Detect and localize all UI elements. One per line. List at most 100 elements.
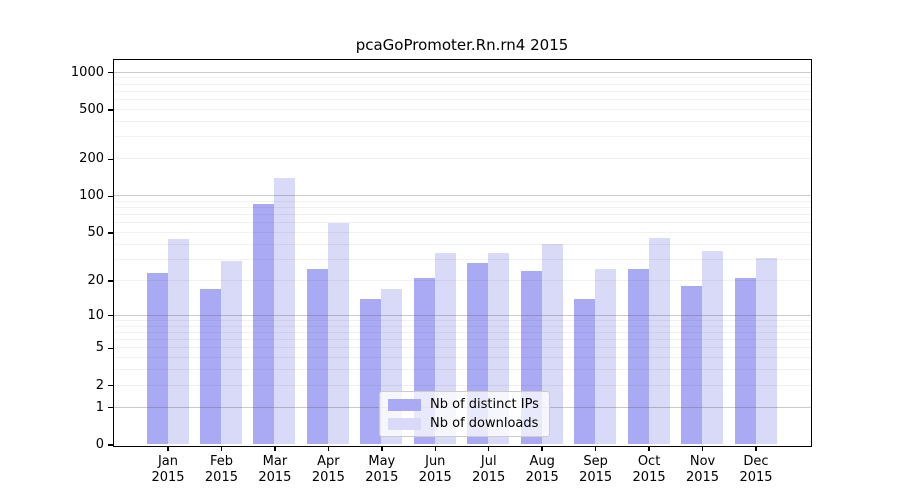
gridline-y-700 [113,90,811,92]
xtick-apr [327,446,330,451]
legend: Nb of distinct IPs Nb of downloads [379,391,550,437]
ytick-label-0: 0 [95,437,104,452]
gridline-y-80 [113,207,811,209]
bar-mar-downloads [274,177,296,445]
xtick-label-jul: Jul 2015 [461,454,517,486]
xtick-year-mar: 2015 [258,470,292,485]
xtick-month-oct: Oct [637,454,661,469]
xtick-month-jul: Jul [480,454,497,469]
ytick-label-20: 20 [87,272,104,288]
gridline-y-30 [113,258,811,260]
gridline-y-9 [113,319,811,321]
legend-item-downloads: Nb of downloads [388,416,539,431]
gridline-y-6 [113,339,811,341]
gridline-y-60 [113,222,811,224]
gridline-y-500 [113,109,811,110]
gridline-y-1000 [113,71,811,73]
xtick-year-feb: 2015 [204,470,238,485]
ytick-label-10: 10 [87,307,104,323]
gridline-y-600 [113,99,811,101]
legend-swatch-distinct-ips [388,398,421,411]
gridline-y-50 [113,232,811,234]
gridline-y-40 [113,243,811,245]
gridline-y-7 [113,331,811,333]
bar-feb-distinct-ips [199,288,221,445]
xtick-month-dec: Dec [743,454,769,469]
xtick-label-jun: Jun 2015 [407,454,463,486]
xtick-label-feb: Feb 2015 [193,454,249,486]
xtick-year-apr: 2015 [311,470,345,485]
bar-oct-distinct-ips [627,268,649,445]
gridline-y-10 [113,314,811,316]
xtick-month-jan: Jan [157,454,179,469]
ytick-2 [108,385,113,387]
bar-dec-downloads [755,257,777,445]
xtick-month-may: May [368,454,396,469]
xtick-sep [594,446,597,451]
xtick-year-may: 2015 [365,470,399,485]
ytick-label-100: 100 [79,188,104,204]
ytick-label-1000: 1000 [70,64,104,80]
gridline-y-20 [113,279,811,281]
gridline-y-8 [113,325,811,327]
bar-jan-distinct-ips [146,273,168,445]
ytick-1 [108,406,113,409]
bar-may-distinct-ips [360,298,382,445]
ytick-50 [108,232,113,234]
xtick-label-oct: Oct 2015 [621,454,677,486]
xtick-label-jan: Jan 2015 [140,454,196,486]
ytick-500 [108,109,113,111]
ytick-5 [108,347,113,350]
xtick-jan [167,446,169,451]
bar-mar-distinct-ips [253,204,275,445]
xtick-year-jul: 2015 [472,470,506,485]
ytick-label-200: 200 [79,151,104,167]
xtick-mar [274,446,276,451]
xtick-label-aug: Aug 2015 [514,454,570,486]
xtick-oct [648,446,650,451]
bar-dec-distinct-ips [734,277,756,445]
xtick-month-apr: Apr [317,454,340,469]
ytick-10 [108,315,113,317]
xtick-may [381,446,383,451]
xtick-aug [541,446,543,451]
ytick-label-2: 2 [95,377,104,393]
bar-nov-downloads [702,251,724,445]
xtick-year-oct: 2015 [632,470,666,485]
gridline-y-3 [113,369,811,371]
gridline-y-2 [113,384,811,386]
legend-item-distinct-ips: Nb of distinct IPs [388,397,539,412]
xtick-label-sep: Sep 2015 [568,454,624,486]
gridline-y-400 [113,121,811,122]
legend-swatch-downloads [388,417,421,430]
bar-feb-downloads [220,261,242,445]
xtick-label-dec: Dec 2015 [728,454,784,486]
xtick-label-nov: Nov 2015 [675,454,731,486]
xtick-month-jun: Jun [425,454,446,469]
ytick-label-50: 50 [87,225,104,241]
gridline-y-90 [113,200,811,202]
xtick-month-mar: Mar [262,454,288,469]
xtick-year-sep: 2015 [579,470,613,485]
gridline-y-5 [113,347,811,349]
ytick-label-1: 1 [95,399,104,415]
ytick-0 [108,444,113,446]
xtick-dec [755,446,757,451]
gridline-y-4 [113,357,811,359]
ytick-1000 [108,72,113,74]
ytick-200 [108,158,113,160]
bar-jan-downloads [167,239,189,445]
xtick-year-aug: 2015 [525,470,559,485]
gridline-y-200 [113,158,811,160]
xtick-month-sep: Sep [583,454,608,469]
xtick-label-apr: Apr 2015 [300,454,356,486]
xtick-month-nov: Nov [689,454,716,469]
ytick-20 [108,280,113,282]
xtick-label-may: May 2015 [354,454,410,486]
gridline-y-70 [113,214,811,216]
xtick-nov [701,446,704,451]
legend-label-downloads: Nb of downloads [430,416,539,431]
gridline-y-800 [113,83,811,85]
bar-apr-distinct-ips [306,268,328,445]
